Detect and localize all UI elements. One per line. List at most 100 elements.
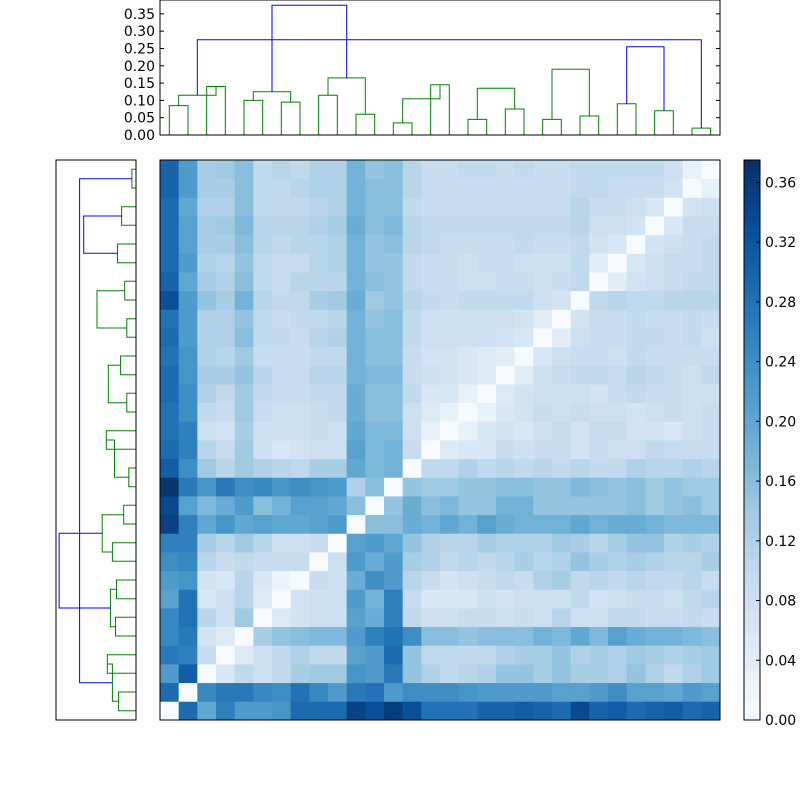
heatmap-cell <box>440 570 460 590</box>
heatmap-cell <box>645 216 665 236</box>
heatmap-cell <box>402 346 422 366</box>
heatmap-cell <box>309 328 329 348</box>
heatmap-cell <box>346 496 366 516</box>
heatmap-cell <box>216 458 236 478</box>
left-dendrogram-link <box>58 532 111 609</box>
heatmap-cell <box>570 533 590 553</box>
heatmap-cell <box>234 477 254 497</box>
heatmap-cell <box>178 645 198 665</box>
heatmap-cell <box>346 477 366 497</box>
heatmap-cell <box>608 253 628 273</box>
heatmap-cell <box>589 309 609 329</box>
heatmap-cell <box>272 384 292 404</box>
heatmap-cell <box>346 701 366 721</box>
heatmap-cell <box>421 458 441 478</box>
colorbar-frame <box>743 159 761 721</box>
heatmap-cell <box>234 682 254 702</box>
heatmap-cell <box>570 570 590 590</box>
heatmap-cell <box>402 496 422 516</box>
heatmap-cell <box>197 477 217 497</box>
left-dendrogram-frame <box>55 159 137 721</box>
heatmap-cell <box>570 682 590 702</box>
heatmap-cell <box>346 253 366 273</box>
heatmap-cell <box>458 402 478 422</box>
heatmap-cell <box>384 346 404 366</box>
heatmap-cell <box>197 234 217 254</box>
heatmap-cell <box>402 178 422 198</box>
heatmap-cell <box>253 440 273 460</box>
heatmap-cell <box>160 626 180 646</box>
heatmap-cell <box>402 477 422 497</box>
colorbar-swatch <box>744 185 760 191</box>
heatmap-cell <box>365 365 385 385</box>
heatmap-cell <box>216 496 236 516</box>
heatmap-cell <box>328 477 348 497</box>
colorbar-swatch <box>744 295 760 301</box>
heatmap-cell <box>197 608 217 628</box>
heatmap-cell <box>701 365 721 385</box>
heatmap-cell <box>514 477 534 497</box>
heatmap-cell <box>384 421 404 441</box>
heatmap-cell <box>253 309 273 329</box>
heatmap-cell <box>178 608 198 628</box>
colorbar-swatch <box>744 200 760 206</box>
heatmap-cell <box>514 253 534 273</box>
heatmap-cell <box>701 664 721 684</box>
colorbar-tick-label: 0.32 <box>765 235 796 251</box>
heatmap-cell <box>682 290 702 310</box>
colorbar-swatch <box>744 470 760 476</box>
heatmap-cell <box>570 496 590 516</box>
heatmap-cell <box>440 626 460 646</box>
heatmap-cell <box>272 272 292 292</box>
heatmap-cell <box>384 309 404 329</box>
heatmap-cell <box>178 272 198 292</box>
colorbar-swatch <box>744 485 760 491</box>
heatmap-cell <box>440 402 460 422</box>
heatmap-cell <box>514 216 534 236</box>
left-dendrogram-link <box>107 364 127 404</box>
heatmap-cell <box>365 178 385 198</box>
heatmap-cell <box>570 272 590 292</box>
heatmap-cell <box>328 645 348 665</box>
heatmap-cell <box>290 514 310 534</box>
heatmap-cell <box>458 421 478 441</box>
heatmap-cell <box>626 365 646 385</box>
heatmap-cell <box>533 365 553 385</box>
heatmap-cell <box>570 626 590 646</box>
heatmap-cell <box>570 402 590 422</box>
heatmap-cell <box>440 458 460 478</box>
heatmap-cell <box>178 458 198 478</box>
heatmap-cell <box>477 290 497 310</box>
heatmap-cell <box>514 533 534 553</box>
colorbar-swatch <box>744 315 760 321</box>
heatmap-cell <box>477 160 497 180</box>
heatmap-cell <box>197 328 217 348</box>
heatmap-cell <box>253 216 273 236</box>
heatmap-cell <box>701 496 721 516</box>
top-dendrogram <box>168 4 712 135</box>
heatmap-cell <box>440 421 460 441</box>
heatmap-cell <box>608 570 628 590</box>
heatmap-cell <box>178 626 198 646</box>
heatmap-cell <box>608 328 628 348</box>
heatmap-cell <box>701 458 721 478</box>
heatmap-cell <box>402 682 422 702</box>
heatmap-cell <box>365 477 385 497</box>
heatmap-cell <box>290 216 310 236</box>
heatmap-cell <box>589 421 609 441</box>
heatmap-cell <box>328 402 348 422</box>
heatmap-cell <box>178 496 198 516</box>
heatmap-cell <box>608 197 628 217</box>
heatmap-cell <box>496 421 516 441</box>
colorbar-swatch <box>744 455 760 461</box>
heatmap-cell <box>309 552 329 572</box>
heatmap-cell <box>402 701 422 721</box>
top-dendrogram-tick-label: 0.10 <box>124 93 155 109</box>
heatmap-cell <box>608 477 628 497</box>
heatmap-cell <box>570 440 590 460</box>
heatmap-cell <box>664 365 684 385</box>
heatmap-cell <box>589 514 609 534</box>
colorbar-swatch <box>744 505 760 511</box>
heatmap-cell <box>645 160 665 180</box>
heatmap-cell <box>477 216 497 236</box>
